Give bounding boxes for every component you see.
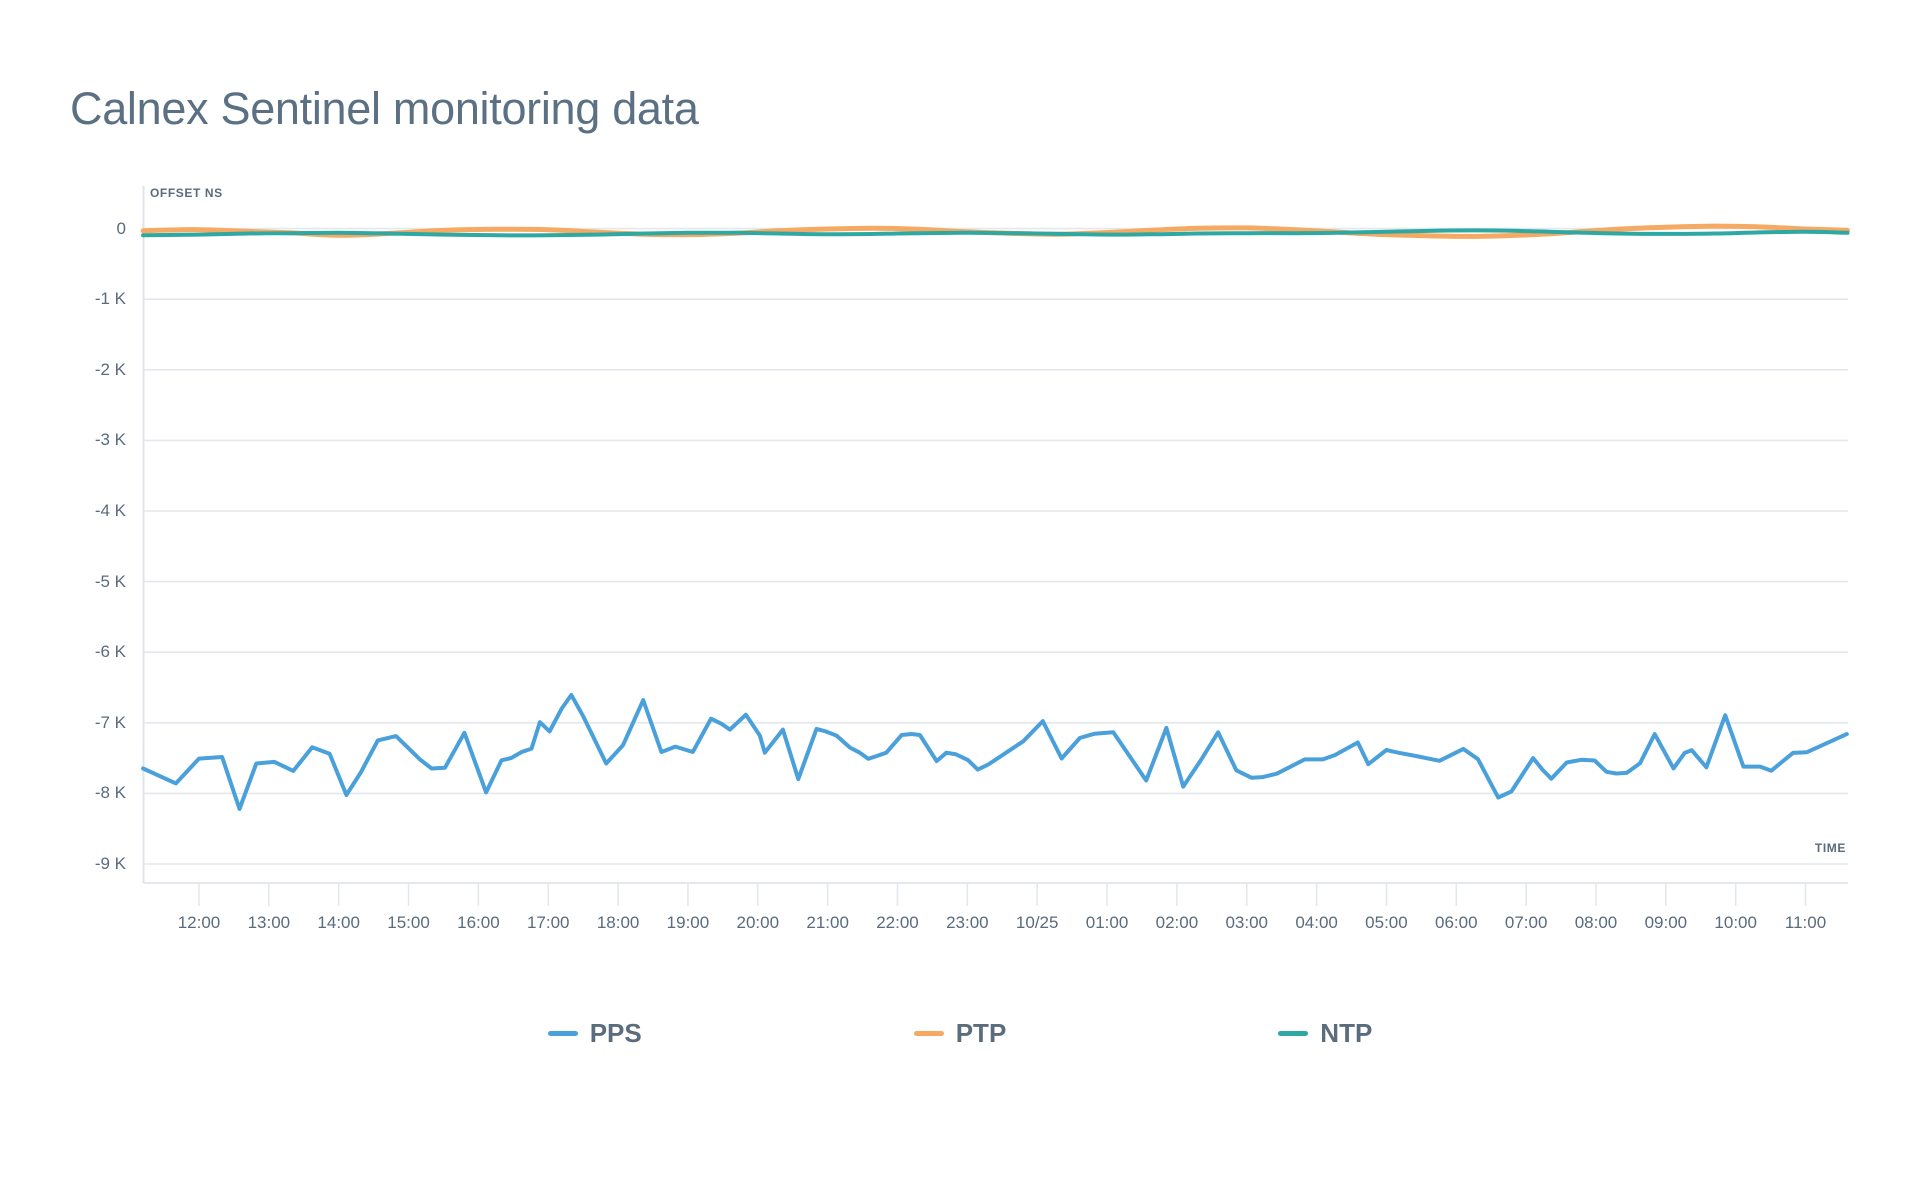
x-tick-label-1200: 12:00	[177, 913, 221, 932]
x-tick-label-2000: 20:00	[736, 913, 780, 932]
x-tick-label-2200: 22:00	[876, 913, 919, 932]
legend-label-ptp: PTP	[955, 1018, 1007, 1048]
x-tick-label-1000: 10:00	[1714, 913, 1757, 932]
y-tick-label--2K: -2 K	[94, 359, 126, 379]
x-tick-label-1900: 19:00	[666, 913, 710, 932]
series-line-ntp	[141, 228, 1850, 238]
x-tick-label-0900: 09:00	[1644, 913, 1688, 932]
x-tick-label-0600: 06:00	[1435, 913, 1478, 932]
x-tick-label-2100: 21:00	[806, 913, 849, 932]
legend-item-pps[interactable]: PPS	[547, 1018, 642, 1049]
legend-item-ntp[interactable]: NTP	[1278, 1018, 1372, 1049]
x-tick-label-1400: 14:00	[317, 913, 360, 932]
x-tick-label-1025: 10/25	[1015, 913, 1059, 932]
x-tick-label-1100: 11:00	[1784, 913, 1827, 932]
y-tick-label--4K: -4 K	[94, 501, 126, 520]
x-tick-label-0300: 03:00	[1225, 913, 1269, 932]
x-tick-label-0700: 07:00	[1504, 913, 1548, 932]
page-title: Calnex Sentinel monitoring data	[70, 83, 699, 134]
y-tick-label--8K: -8 K	[94, 783, 126, 803]
legend-swatch-ptp	[913, 1031, 944, 1036]
y-tick-label-0: 0	[116, 218, 126, 238]
y-tick-label--3K: -3 K	[94, 430, 126, 450]
y-tick-label--6K: -6 K	[94, 642, 126, 662]
x-axis-title: TIME	[1814, 841, 1846, 855]
y-tick-label--5K: -5 K	[94, 571, 126, 591]
legend-swatch-pps	[547, 1031, 578, 1036]
x-tick-label-1700: 17:00	[526, 913, 570, 932]
legend-swatch-ntp	[1278, 1031, 1309, 1036]
y-tick-label--1K: -1 K	[94, 289, 126, 309]
x-tick-label-0100: 01:00	[1085, 913, 1129, 932]
legend-item-ptp[interactable]: PTP	[913, 1018, 1007, 1049]
x-tick-label-1600: 16:00	[457, 913, 500, 932]
chart-legend: PPS PTP NTP	[0, 1018, 1920, 1049]
x-tick-label-0500: 05:00	[1365, 913, 1408, 932]
x-tick-label-2300: 23:00	[946, 913, 989, 932]
x-tick-label-0800: 08:00	[1574, 913, 1618, 932]
x-tick-label-1800: 18:00	[596, 913, 640, 932]
series-line-pps	[141, 693, 1849, 811]
legend-label-pps: PPS	[589, 1018, 642, 1048]
x-tick-label-0400: 04:00	[1295, 913, 1338, 932]
y-tick-label--7K: -7 K	[94, 712, 126, 732]
x-tick-label-0200: 02:00	[1155, 913, 1199, 932]
x-tick-label-1500: 15:00	[387, 913, 430, 932]
y-tick-label--9K: -9 K	[94, 854, 126, 873]
y-axis-title: OFFSET NS	[150, 186, 223, 200]
x-tick-label-1300: 13:00	[247, 913, 291, 932]
legend-label-ntp: NTP	[1320, 1018, 1373, 1048]
